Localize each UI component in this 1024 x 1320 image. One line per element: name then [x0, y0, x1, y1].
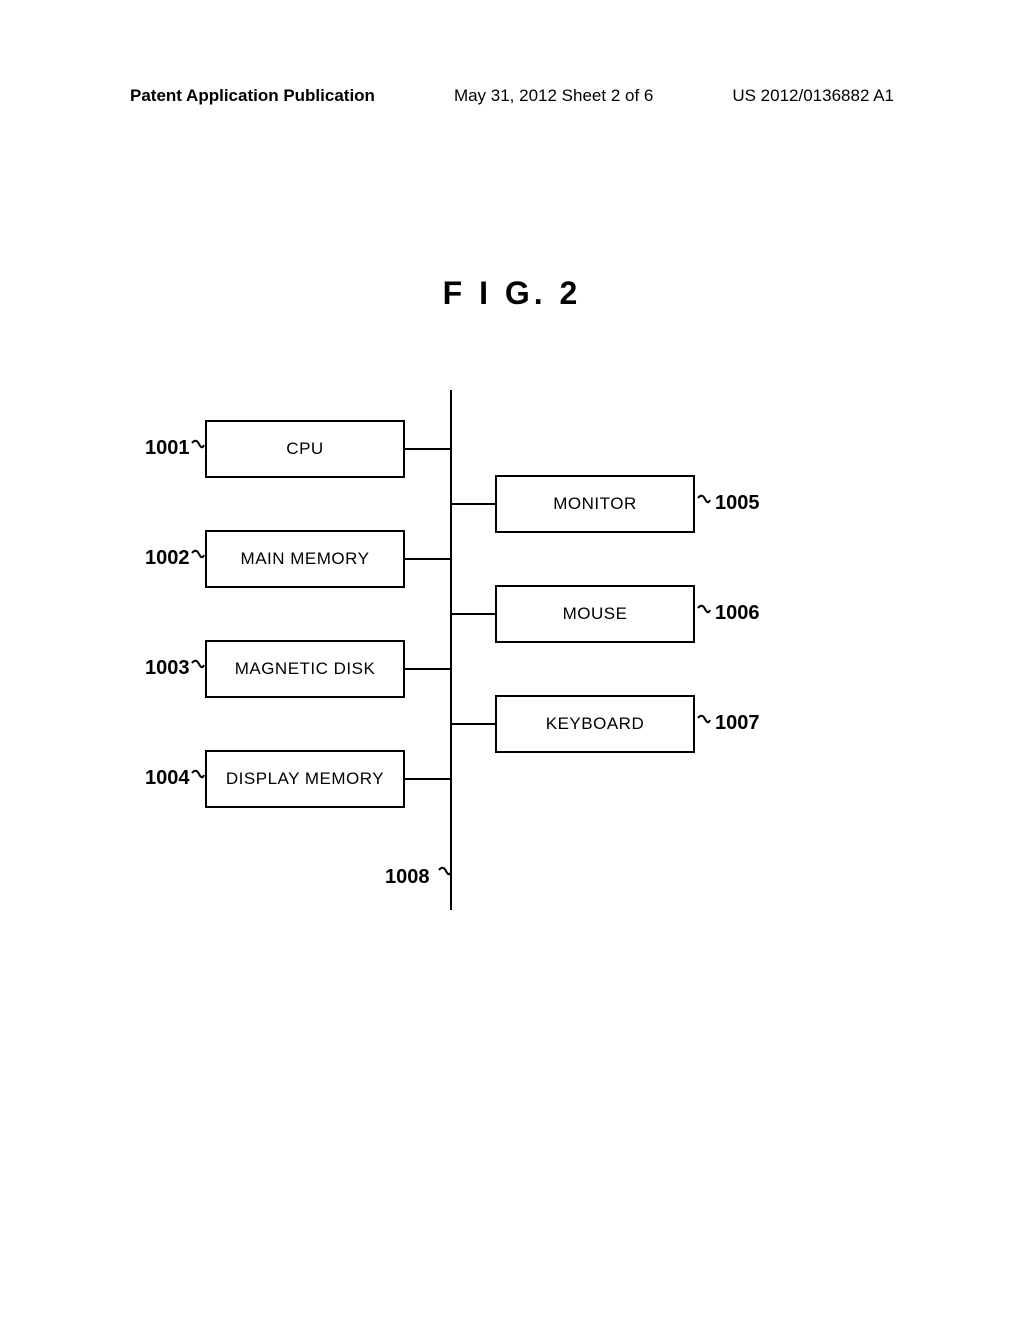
- ref-label: 1005: [715, 492, 760, 515]
- ref-label-bus: 1008: [385, 866, 430, 889]
- figure-title: F I G. 2: [0, 275, 1024, 312]
- block-main-memory: MAIN MEMORY: [205, 530, 405, 588]
- ref-label: 1003: [145, 657, 190, 680]
- block-display-memory: DISPLAY MEMORY: [205, 750, 405, 808]
- block-label: DISPLAY MEMORY: [226, 769, 384, 789]
- ref-label: 1007: [715, 712, 760, 735]
- tilde-icon: [697, 714, 711, 736]
- ref-label: 1004: [145, 767, 190, 790]
- block-keyboard: KEYBOARD: [495, 695, 695, 753]
- connector-line: [405, 778, 450, 780]
- tilde-icon: [697, 604, 711, 626]
- tilde-icon: [191, 769, 205, 791]
- ref-label: 1006: [715, 602, 760, 625]
- block-monitor: MONITOR: [495, 475, 695, 533]
- connector-line: [405, 558, 450, 560]
- block-label: KEYBOARD: [546, 714, 644, 734]
- block-mouse: MOUSE: [495, 585, 695, 643]
- block-label: MONITOR: [553, 494, 636, 514]
- block-label: MAIN MEMORY: [241, 549, 370, 569]
- connector-line: [405, 448, 450, 450]
- tilde-icon: [191, 439, 205, 461]
- block-label: CPU: [286, 439, 323, 459]
- block-label: MAGNETIC DISK: [235, 659, 376, 679]
- header-left: Patent Application Publication: [130, 86, 375, 106]
- block-cpu: CPU: [205, 420, 405, 478]
- tilde-icon: [697, 494, 711, 516]
- block-magnetic-disk: MAGNETIC DISK: [205, 640, 405, 698]
- tilde-icon: [191, 659, 205, 681]
- tilde-icon: [191, 549, 205, 571]
- ref-label: 1002: [145, 547, 190, 570]
- connector-line: [450, 503, 495, 505]
- bus-line: [450, 390, 452, 910]
- connector-line: [405, 668, 450, 670]
- page-header: Patent Application Publication May 31, 2…: [0, 86, 1024, 106]
- connector-line: [450, 613, 495, 615]
- header-center: May 31, 2012 Sheet 2 of 6: [454, 86, 653, 106]
- block-diagram: 1008 CPU 1001 MAIN MEMORY 1002 MAGNETIC DISK 1…: [145, 420, 885, 940]
- ref-label: 1001: [145, 437, 190, 460]
- header-right: US 2012/0136882 A1: [732, 86, 894, 106]
- connector-line: [450, 723, 495, 725]
- block-label: MOUSE: [563, 604, 628, 624]
- tilde-icon: [438, 866, 452, 888]
